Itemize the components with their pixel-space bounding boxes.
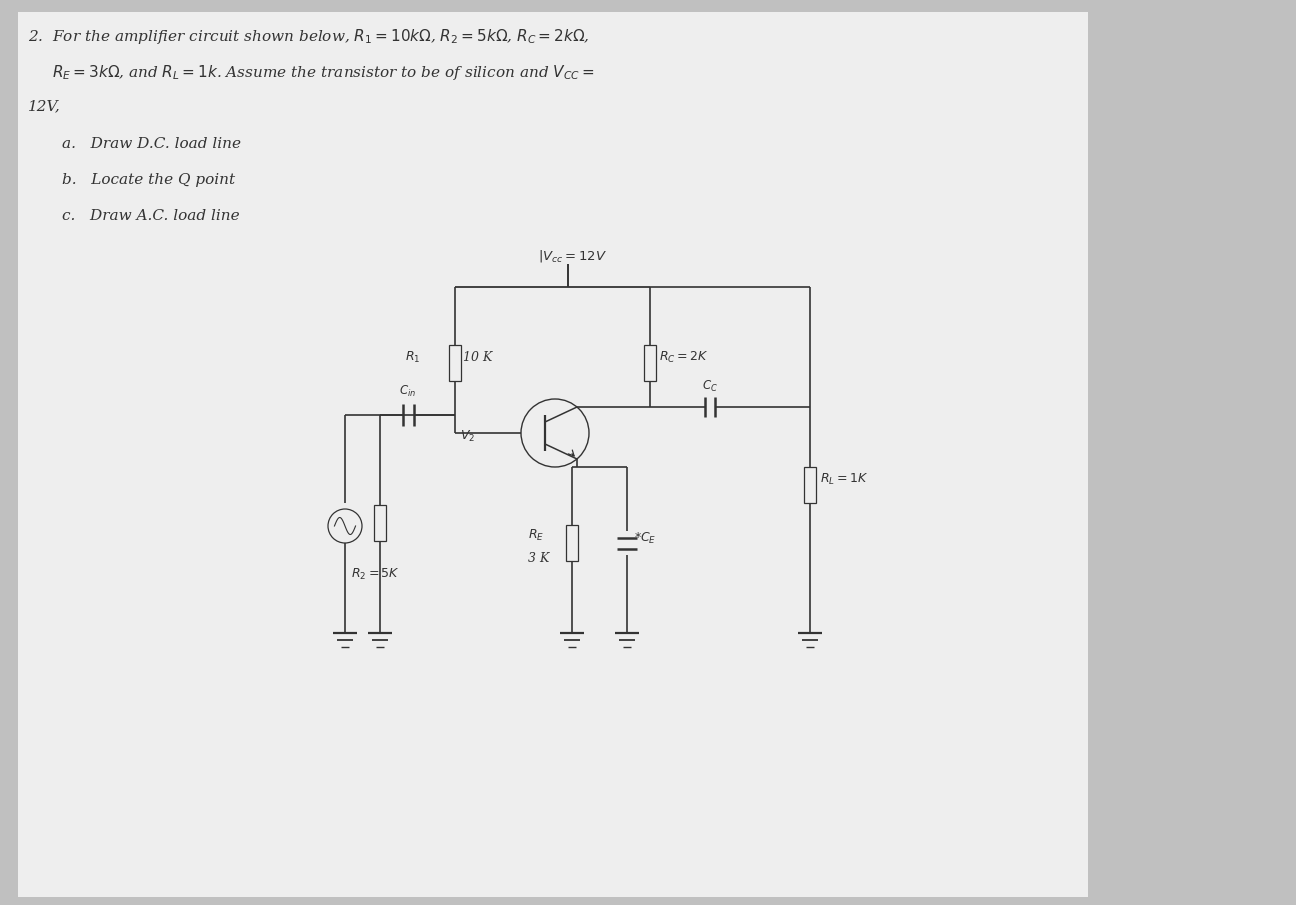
Text: $R_C = 2 K$: $R_C = 2 K$ [658,349,709,365]
Text: $C_{in}$: $C_{in}$ [399,384,416,399]
Text: $C_C$: $C_C$ [702,379,718,394]
Text: $V_2$: $V_2$ [460,429,476,444]
Bar [18,12,1089,897]
Bar [644,345,656,381]
Text: $R_2 = 5 K$: $R_2 = 5 K$ [350,567,399,582]
Bar [804,467,816,503]
Text: 3 K: 3 K [527,552,550,566]
Bar [566,525,578,561]
Text: $R_E$: $R_E$ [527,528,544,543]
Circle shape [328,509,362,543]
Bar [448,345,461,381]
Text: c.   Draw A.C. load line: c. Draw A.C. load line [62,209,240,223]
Text: 12V,: 12V, [29,99,61,113]
Text: $R_E = 3k\Omega$, and $R_L = 1k$. Assume the transistor to be of silicon and $V_: $R_E = 3k\Omega$, and $R_L = 1k$. Assume… [52,63,595,82]
Bar [375,505,386,541]
Text: a.   Draw D.C. load line: a. Draw D.C. load line [62,137,241,151]
Text: b.   Locate the Q point: b. Locate the Q point [62,173,235,187]
Text: $R_1$: $R_1$ [404,349,420,365]
Text: 10 K: 10 K [463,350,492,364]
Text: $*C_E$: $*C_E$ [634,530,657,546]
Text: $R_L = 1 K$: $R_L = 1 K$ [820,472,868,487]
Text: 2.  For the amplifier circuit shown below, $R_1 = 10k\Omega$, $R_2 = 5k\Omega$, : 2. For the amplifier circuit shown below… [29,27,590,46]
Circle shape [521,399,588,467]
Text: $|V_{cc} = 12 V$: $|V_{cc} = 12 V$ [538,248,608,264]
